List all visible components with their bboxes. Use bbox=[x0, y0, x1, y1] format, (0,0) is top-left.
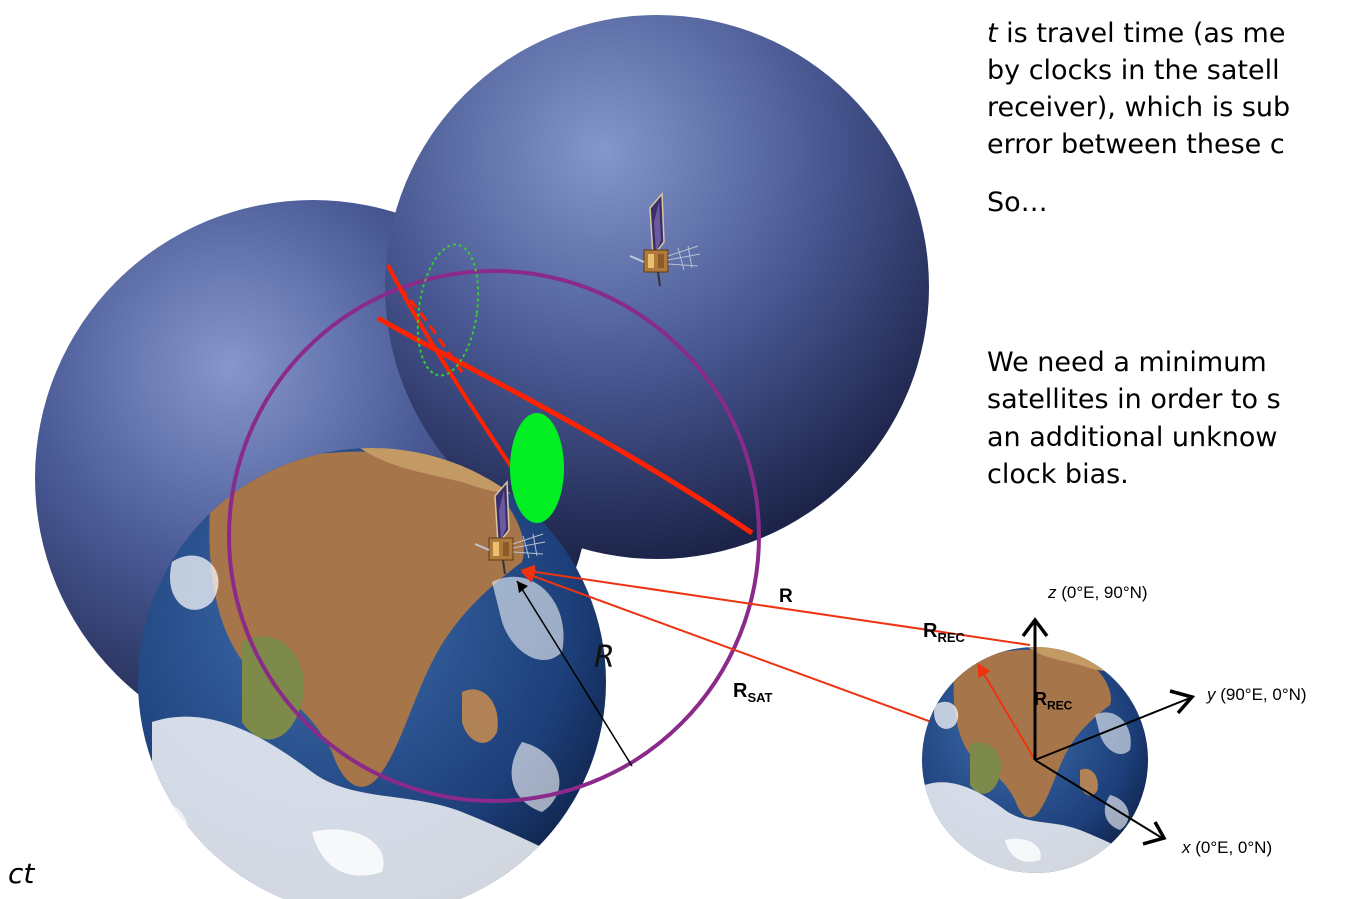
axis-y-coord: (90°E, 0°N) bbox=[1215, 685, 1307, 704]
axis-z-name: z bbox=[1048, 583, 1057, 602]
need-line-3: an additional unknow bbox=[987, 422, 1278, 453]
label-radius-R: R bbox=[594, 640, 615, 675]
label-R-sat-sub: SAT bbox=[747, 690, 773, 705]
vector-R-rec bbox=[977, 662, 1036, 761]
text-line-1-rest: is travel time (as me bbox=[997, 18, 1286, 49]
radius-arrowhead bbox=[517, 581, 528, 593]
label-R-rec: RREC bbox=[923, 620, 965, 645]
axis-x-arrowhead bbox=[1142, 821, 1167, 846]
so-text: So… bbox=[987, 187, 1048, 218]
radius-line bbox=[516, 580, 633, 767]
position-solution-ellipse bbox=[510, 413, 564, 523]
range-arc-2 bbox=[376, 315, 754, 536]
label-R-sat: RSAT bbox=[733, 680, 773, 705]
t-variable: t bbox=[987, 18, 998, 49]
need-line-4: clock bias. bbox=[987, 459, 1129, 490]
label-R-sat-base: R bbox=[733, 680, 748, 702]
axis-y-name: y bbox=[1207, 685, 1216, 704]
axis-x-label: x (0°E, 0°N) bbox=[1182, 838, 1272, 858]
earth-globe-icon-small bbox=[922, 647, 1148, 873]
axis-x-name: x bbox=[1182, 838, 1191, 857]
axis-y bbox=[1034, 697, 1191, 761]
label-R-rec-base: R bbox=[923, 620, 938, 642]
text-line-2: by clocks in the satell bbox=[987, 55, 1280, 86]
text-line-1: t is travel time (as me bbox=[987, 16, 1285, 51]
vector-R bbox=[520, 564, 1031, 646]
label-vector-R: R bbox=[779, 586, 793, 607]
dotted-green-ellipse bbox=[416, 243, 480, 377]
axis-y-arrowhead bbox=[1169, 689, 1196, 715]
label-R-rec-small-sub: REC bbox=[1047, 698, 1073, 713]
range-circle-purple bbox=[227, 269, 761, 803]
axis-x bbox=[1034, 759, 1163, 839]
text-line-4: error between these c bbox=[987, 129, 1285, 160]
axis-z-coord: (0°E, 90°N) bbox=[1056, 583, 1148, 602]
label-ct: ct bbox=[8, 857, 35, 890]
range-sphere-top bbox=[385, 15, 929, 559]
label-R-rec-sub: REC bbox=[937, 630, 965, 645]
axis-x-coord: (0°E, 0°N) bbox=[1190, 838, 1273, 857]
text-line-3: receiver), which is sub bbox=[987, 92, 1291, 123]
axis-z-label: z (0°E, 90°N) bbox=[1048, 583, 1148, 603]
range-arc-dashed bbox=[398, 286, 464, 373]
axis-y-label: y (90°E, 0°N) bbox=[1207, 685, 1307, 705]
need-line-1: We need a minimum bbox=[987, 347, 1267, 378]
earth-globe-icon-large bbox=[138, 448, 606, 899]
label-R-rec-small-base: R bbox=[1034, 689, 1047, 709]
need-line-2: satellites in order to s bbox=[987, 384, 1281, 415]
axis-z-arrowhead bbox=[1021, 617, 1049, 638]
label-R-rec-small: RREC bbox=[1034, 689, 1072, 713]
